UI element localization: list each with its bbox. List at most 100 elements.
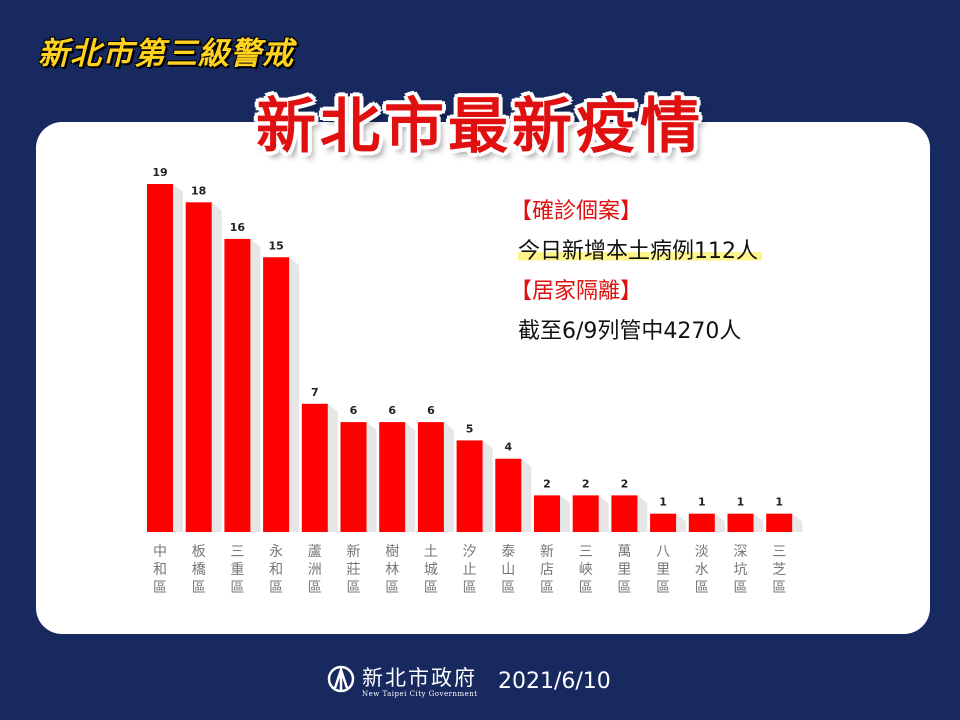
bar-shadow xyxy=(521,458,532,532)
svg-text:山: 山 xyxy=(501,562,515,578)
bar-蘆洲區 xyxy=(301,403,328,532)
svg-text:區: 區 xyxy=(347,580,361,596)
bar-三峽區 xyxy=(572,495,599,532)
data-label: 5 xyxy=(466,422,474,435)
svg-text:三: 三 xyxy=(579,544,593,560)
category-label: 深坑區 xyxy=(734,544,748,596)
svg-text:里: 里 xyxy=(656,562,670,578)
info-box: 【確診個案】 今日新增本土病例112人 【居家隔離】 截至6/9列管中4270人 xyxy=(510,192,858,352)
svg-text:區: 區 xyxy=(308,580,322,596)
data-label: 6 xyxy=(388,404,396,417)
svg-text:永: 永 xyxy=(269,544,283,560)
bar-shadow xyxy=(676,513,687,532)
data-label: 1 xyxy=(737,496,745,509)
confirmed-heading: 【確診個案】 xyxy=(510,199,643,224)
data-label: 4 xyxy=(504,441,512,454)
bar-永和區 xyxy=(263,257,290,532)
bar-板橋區 xyxy=(185,202,212,532)
svg-text:重: 重 xyxy=(230,562,244,578)
bar-shadow xyxy=(792,513,803,532)
bar-泰山區 xyxy=(495,458,522,532)
svg-text:樹: 樹 xyxy=(385,544,399,560)
data-label: 2 xyxy=(543,477,551,490)
bar-shadow xyxy=(289,257,300,532)
category-label: 新莊區 xyxy=(347,544,361,596)
svg-text:土: 土 xyxy=(424,544,438,560)
bar-shadow xyxy=(482,440,493,532)
bar-汐止區 xyxy=(456,440,483,532)
bar-shadow xyxy=(366,422,377,532)
bar-萬里區 xyxy=(611,495,638,532)
svg-text:店: 店 xyxy=(540,562,554,578)
svg-text:區: 區 xyxy=(617,580,631,596)
svg-text:林: 林 xyxy=(385,562,399,578)
data-label: 1 xyxy=(775,496,783,509)
bar-shadow xyxy=(637,495,648,532)
svg-text:莊: 莊 xyxy=(347,562,361,578)
content-panel xyxy=(36,122,930,634)
svg-text:區: 區 xyxy=(230,580,244,596)
svg-text:新: 新 xyxy=(540,544,554,560)
category-label: 萬里區 xyxy=(617,544,631,596)
confirmed-text: 今日新增本土病例112人 xyxy=(518,239,762,264)
bar-樹林區 xyxy=(379,422,406,532)
bar-三重區 xyxy=(224,238,251,532)
bar-shadow xyxy=(598,495,609,532)
category-label: 樹林區 xyxy=(385,544,399,596)
bar-shadow xyxy=(714,513,725,532)
page-title: 新北市最新疫情 xyxy=(256,92,704,162)
svg-text:區: 區 xyxy=(734,580,748,596)
quarantine-heading: 【居家隔離】 xyxy=(510,279,643,304)
bar-土城區 xyxy=(417,422,444,532)
svg-text:洲: 洲 xyxy=(308,562,322,578)
svg-text:區: 區 xyxy=(463,580,477,596)
svg-text:深: 深 xyxy=(734,544,748,560)
svg-text:區: 區 xyxy=(579,580,593,596)
svg-text:里: 里 xyxy=(617,562,631,578)
category-label: 土城區 xyxy=(424,544,438,596)
bar-八里區 xyxy=(650,513,677,532)
svg-text:區: 區 xyxy=(153,580,167,596)
svg-text:中: 中 xyxy=(153,544,167,560)
svg-text:區: 區 xyxy=(385,580,399,596)
category-label: 淡水區 xyxy=(695,544,709,596)
category-label: 蘆洲區 xyxy=(308,544,322,596)
svg-text:三: 三 xyxy=(772,544,786,560)
svg-text:區: 區 xyxy=(192,580,206,596)
svg-text:止: 止 xyxy=(463,562,477,578)
category-label: 八里區 xyxy=(656,544,670,596)
svg-text:淡: 淡 xyxy=(695,544,709,560)
alert-banner: 新北市第三級警戒 xyxy=(38,36,294,72)
bar-淡水區 xyxy=(688,513,715,532)
category-label: 三峽區 xyxy=(579,544,593,596)
category-label: 板橋區 xyxy=(192,544,206,596)
data-label: 19 xyxy=(152,166,167,179)
footer-org-name-en: New Taipei City Government xyxy=(362,690,478,698)
svg-text:峽: 峽 xyxy=(579,562,593,578)
category-label: 永和區 xyxy=(269,544,283,596)
svg-text:區: 區 xyxy=(424,580,438,596)
svg-text:和: 和 xyxy=(269,562,283,578)
svg-text:區: 區 xyxy=(695,580,709,596)
data-label: 16 xyxy=(230,221,246,234)
data-label: 18 xyxy=(191,184,206,197)
data-label: 2 xyxy=(621,477,629,490)
data-label: 6 xyxy=(427,404,435,417)
svg-text:水: 水 xyxy=(695,562,709,578)
bar-新莊區 xyxy=(340,422,367,532)
svg-text:芝: 芝 xyxy=(772,562,786,578)
bar-shadow xyxy=(173,184,183,532)
bar-三芝區 xyxy=(766,513,793,532)
bar-深坑區 xyxy=(727,513,754,532)
svg-text:泰: 泰 xyxy=(501,544,515,560)
data-label: 1 xyxy=(659,496,667,509)
svg-text:汐: 汐 xyxy=(463,544,477,560)
svg-text:區: 區 xyxy=(501,580,515,596)
svg-text:區: 區 xyxy=(540,580,554,596)
category-label: 中和區 xyxy=(153,544,167,596)
bar-shadow xyxy=(405,422,416,532)
bar-shadow xyxy=(753,513,764,532)
category-label: 汐止區 xyxy=(463,544,477,596)
svg-text:橋: 橋 xyxy=(192,562,206,578)
data-label: 7 xyxy=(311,386,319,399)
